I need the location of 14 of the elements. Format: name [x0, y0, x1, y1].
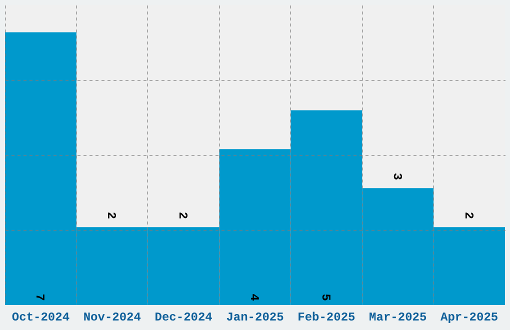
x-tick-label: Feb-2025 [298, 310, 356, 324]
data-label: 7 [32, 294, 47, 301]
data-label: 2 [104, 212, 118, 220]
data-label: 2 [176, 212, 190, 220]
data-label: 4 [247, 294, 261, 301]
x-tick-label: Apr-2025 [440, 310, 498, 324]
x-tick-label: Oct-2024 [12, 310, 70, 324]
x-tick-label: Mar-2025 [369, 310, 427, 324]
x-tick-label: Nov-2024 [83, 310, 141, 324]
data-label: 3 [390, 172, 404, 180]
data-label: 2 [461, 212, 476, 220]
x-tick-label: Jan-2025 [226, 310, 284, 324]
data-label: 5 [318, 294, 332, 301]
x-tick-label: Dec-2024 [154, 310, 212, 324]
